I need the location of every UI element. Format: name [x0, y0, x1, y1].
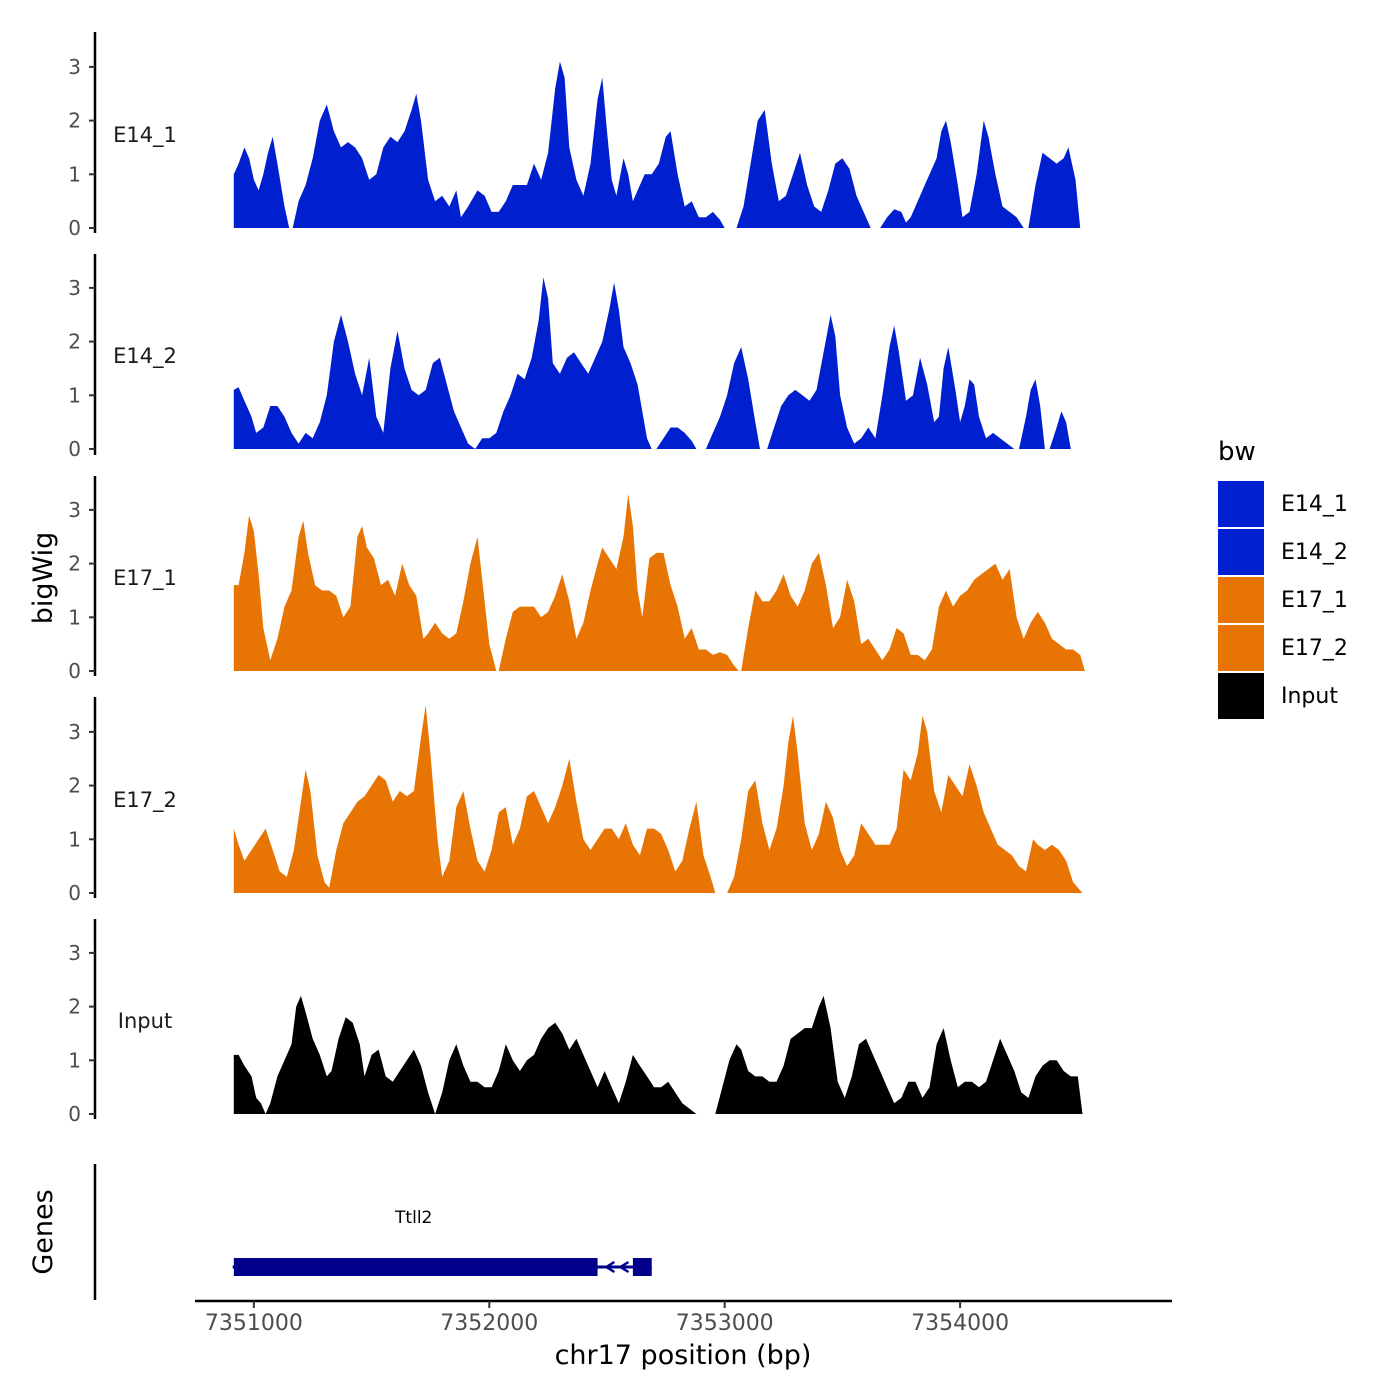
area-segment-E14_2-3: [705, 347, 760, 449]
legend-swatch-E17_1: [1218, 577, 1264, 623]
area-segment-E14_2-5: [1019, 379, 1045, 449]
area-segment-E14_2-1: [233, 277, 652, 449]
x-axis-title: chr17 position (bp): [555, 1340, 812, 1371]
area-segment-E17_1-2: [498, 493, 739, 671]
y-tick-label-Input-3: 3: [68, 941, 81, 965]
gene-exon-1: [233, 1258, 598, 1276]
legend: bw E14_1 E14_2 E17_1 E17_2 Input: [1218, 437, 1348, 719]
strip-label-E17_2: E17_2: [113, 788, 177, 813]
strip-label-E17_1: E17_1: [113, 566, 177, 591]
y-tick-label-E14_2-2: 2: [68, 330, 81, 354]
y-tick-label-E17_1-0: 0: [68, 659, 81, 683]
legend-label-E17_1: E17_1: [1281, 588, 1348, 613]
track-panel-E14_1: 0 1 2 3 E14_1: [68, 32, 1081, 240]
area-segment-E14_2-4: [767, 314, 1015, 449]
gene-Ttll2: Ttll2: [232, 1208, 652, 1276]
strip-label-Input: Input: [118, 1009, 172, 1033]
track-panel-Input: 0 1 2 3 Input: [68, 919, 1083, 1126]
area-segment-E17_1-3: [741, 552, 1085, 671]
legend-swatch-Input: [1218, 673, 1264, 719]
strip-label-E14_1: E14_1: [113, 123, 177, 148]
gene-exon-2: [632, 1258, 652, 1276]
gene-label-Ttll2: Ttll2: [394, 1208, 432, 1228]
y-tick-label-E14_1-3: 3: [68, 55, 81, 79]
y-tick-label-E14_2-0: 0: [68, 437, 81, 461]
y-tick-label-E17_2-0: 0: [68, 881, 81, 905]
legend-label-E17_2: E17_2: [1281, 636, 1348, 661]
y-tick-label-E17_2-3: 3: [68, 720, 81, 744]
legend-swatch-E14_1: [1218, 481, 1264, 527]
genes-track: Ttll2: [93, 1164, 652, 1300]
track-panel-E17_1: 0 1 2 3 E17_1: [68, 476, 1085, 683]
legend-title: bw: [1218, 437, 1256, 467]
x-axis: 7351000 7352000 7353000 7354000: [195, 1299, 1172, 1336]
area-segment-E17_1-1: [233, 515, 497, 671]
area-segment-Input-2: [715, 995, 1083, 1114]
x-tick-label-7352000: 7352000: [440, 1311, 538, 1336]
y-tick-label-E14_1-0: 0: [68, 216, 81, 240]
gene-strand-arrow-2: [618, 1260, 630, 1274]
y-tick-label-Input-1: 1: [68, 1048, 81, 1072]
legend-swatch-E14_2: [1218, 529, 1264, 575]
y-tick-label-E17_1-1: 1: [68, 605, 81, 629]
y-tick-label-E17_1-3: 3: [68, 498, 81, 522]
y-tick-label-E14_1-1: 1: [68, 162, 81, 186]
area-segment-E14_2-2: [656, 427, 697, 449]
strip-label-E14_2: E14_2: [113, 344, 177, 369]
y-tick-label-E14_1-2: 2: [68, 109, 81, 133]
area-segment-E14_1-1: [233, 136, 290, 228]
x-tick-label-7351000: 7351000: [205, 1311, 303, 1336]
area-segment-Input-1: [233, 995, 697, 1114]
y-tick-label-E17_1-2: 2: [68, 552, 81, 576]
y-tick-label-E17_2-2: 2: [68, 774, 81, 798]
x-tick-label-7353000: 7353000: [676, 1311, 774, 1336]
area-segment-E14_2-6: [1049, 411, 1071, 449]
area-segment-E14_1-5: [1028, 147, 1081, 228]
area-segment-E14_1-2: [292, 61, 725, 228]
y-tick-label-E17_2-1: 1: [68, 827, 81, 851]
area-segment-E14_1-4: [880, 120, 1024, 228]
legend-label-E14_2: E14_2: [1281, 540, 1348, 565]
y-axis-title: bigWig: [28, 532, 59, 625]
y-tick-label-Input-0: 0: [68, 1102, 81, 1126]
track-panel-E14_2: 0 1 2 3 E14_2: [68, 254, 1071, 461]
y-tick-label-E14_2-1: 1: [68, 383, 81, 407]
track-panel-E17_2: 0 1 2 3 E17_2: [68, 697, 1083, 905]
legend-swatch-E17_2: [1218, 625, 1264, 671]
track-panels: 0 1 2 3 E14_1 0 1 2 3 E14_2 0 1 2 3 E17_1 0 1 2 3 E17_2 0 1 2 3…: [68, 32, 1085, 1126]
genes-axis-title: Genes: [28, 1189, 59, 1274]
area-segment-E17_2-2: [727, 715, 1083, 893]
y-tick-label-E14_2-3: 3: [68, 276, 81, 300]
y-tick-label-Input-2: 2: [68, 995, 81, 1019]
area-segment-E17_2-1: [233, 705, 716, 893]
gene-strand-arrow-1: [603, 1260, 616, 1274]
legend-label-E14_1: E14_1: [1281, 492, 1348, 517]
legend-label-Input: Input: [1281, 684, 1338, 709]
x-tick-label-7354000: 7354000: [911, 1311, 1009, 1336]
area-segment-E14_1-3: [736, 109, 871, 228]
